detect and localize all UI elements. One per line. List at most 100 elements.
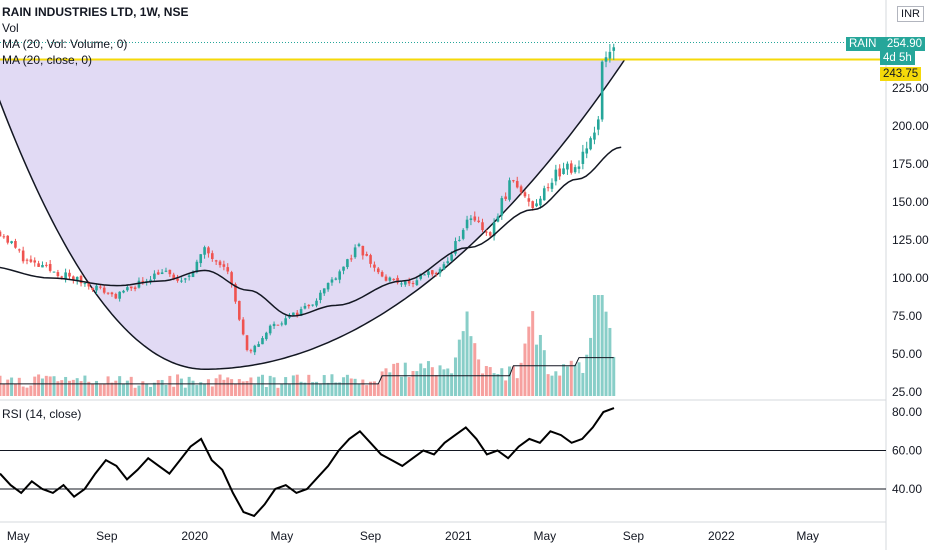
cup-curve-line (0, 59, 626, 370)
candle-73 (280, 323, 284, 325)
candle-88 (338, 271, 341, 280)
candle-79 (303, 305, 307, 309)
candle-47 (180, 280, 183, 282)
candle-50 (191, 272, 195, 278)
volume-bar-147 (565, 366, 569, 396)
candle-58 (222, 264, 226, 267)
volume-bar-60 (230, 379, 234, 396)
volume-bars (0, 295, 616, 396)
candle-133 (512, 180, 515, 182)
volume-bar-96 (369, 381, 373, 396)
candle-77 (295, 312, 299, 316)
currency-badge[interactable]: INR (897, 6, 924, 22)
volume-bar-26 (98, 384, 102, 396)
candle-96 (369, 255, 372, 264)
candle-80 (307, 304, 311, 307)
candle-18 (68, 272, 71, 277)
candle-13 (48, 264, 52, 271)
candle-70 (268, 325, 272, 334)
volume-bar-93 (357, 383, 361, 396)
candle-33 (126, 287, 129, 291)
candle-90 (346, 259, 349, 268)
ma-volume-label[interactable]: MA (20, Vol: Volume, 0) (2, 37, 128, 51)
volume-bar-114 (438, 365, 442, 396)
candle-56 (214, 260, 218, 262)
ma-close-label[interactable]: MA (20, close, 0) (2, 53, 93, 67)
volume-bar-117 (450, 373, 454, 396)
candle-135 (519, 186, 523, 193)
volume-bar-10 (37, 374, 41, 396)
candle-75 (288, 315, 291, 318)
candle-141 (542, 188, 546, 201)
volume-bar-32 (122, 383, 126, 396)
candle-5 (18, 249, 21, 251)
volume-bar-33 (125, 380, 129, 396)
volume-bar-156 (600, 295, 604, 396)
volume-bar-123 (473, 343, 477, 396)
volume-bar-75 (288, 384, 291, 396)
candle-74 (284, 318, 287, 325)
rsi-panel: 80.00 60.00 40.00 (0, 405, 922, 518)
candle-37 (141, 280, 145, 283)
volume-bar-50 (191, 380, 195, 396)
time-tick-label-0: May (7, 529, 30, 543)
candle-1 (2, 236, 6, 238)
candle-3 (10, 241, 13, 244)
candle-55 (211, 253, 214, 260)
candle-99 (380, 272, 384, 277)
candle-117 (450, 254, 453, 261)
price-tick-label-2: 175.00 (892, 157, 929, 171)
candle-139 (535, 203, 538, 207)
rsi-label[interactable]: RSI (14, close) (2, 407, 82, 421)
candle-126 (485, 231, 488, 233)
candle-34 (129, 286, 133, 289)
candle-48 (183, 278, 187, 280)
volume-bar-47 (179, 378, 183, 396)
candle-82 (315, 300, 318, 306)
vol-label[interactable]: Vol (2, 21, 19, 35)
volume-bar-43 (164, 384, 168, 396)
volume-bar-122 (469, 336, 473, 396)
chart-legend: RAIN INDUSTRIES LTD, 1W, NSE Vol MA (20,… (2, 4, 188, 68)
volume-bar-1 (2, 383, 6, 396)
candle-136 (523, 192, 527, 197)
candle-131 (504, 196, 507, 200)
volume-bar-79 (303, 382, 307, 396)
candle-143 (550, 182, 554, 189)
candle-104 (400, 283, 403, 285)
candle-51 (195, 261, 199, 273)
volume-bar-85 (326, 382, 330, 396)
volume-bar-37 (141, 381, 145, 396)
candle-64 (245, 335, 249, 350)
volume-bar-84 (322, 375, 326, 396)
volume-bar-91 (349, 378, 353, 396)
candle-41 (156, 272, 160, 275)
volume-bar-22 (83, 375, 87, 396)
volume-bar-31 (118, 376, 122, 396)
candle-128 (492, 222, 496, 237)
cup-fill (0, 59, 625, 370)
price-tick-label-3: 150.00 (892, 195, 929, 209)
candle-84 (322, 288, 326, 294)
candle-83 (319, 292, 322, 300)
volume-bar-127 (488, 367, 492, 396)
candle-109 (419, 273, 423, 279)
volume-bar-155 (596, 295, 600, 396)
volume-bar-71 (272, 377, 276, 396)
volume-bar-82 (315, 381, 319, 396)
candle-86 (330, 279, 334, 283)
volume-bar-92 (353, 378, 357, 396)
countdown-tag: 4d 5h (880, 51, 915, 65)
candle-105 (404, 281, 407, 285)
volume-bar-78 (299, 381, 303, 396)
candle-43 (164, 270, 168, 272)
volume-bar-69 (264, 387, 268, 396)
volume-bar-51 (195, 385, 199, 396)
volume-bar-131 (504, 380, 508, 396)
candle-22 (83, 283, 87, 285)
candle-130 (500, 198, 504, 216)
grid (0, 0, 887, 550)
symbol-title[interactable]: RAIN INDUSTRIES LTD, 1W, NSE (2, 5, 189, 19)
volume-bar-94 (361, 379, 365, 396)
